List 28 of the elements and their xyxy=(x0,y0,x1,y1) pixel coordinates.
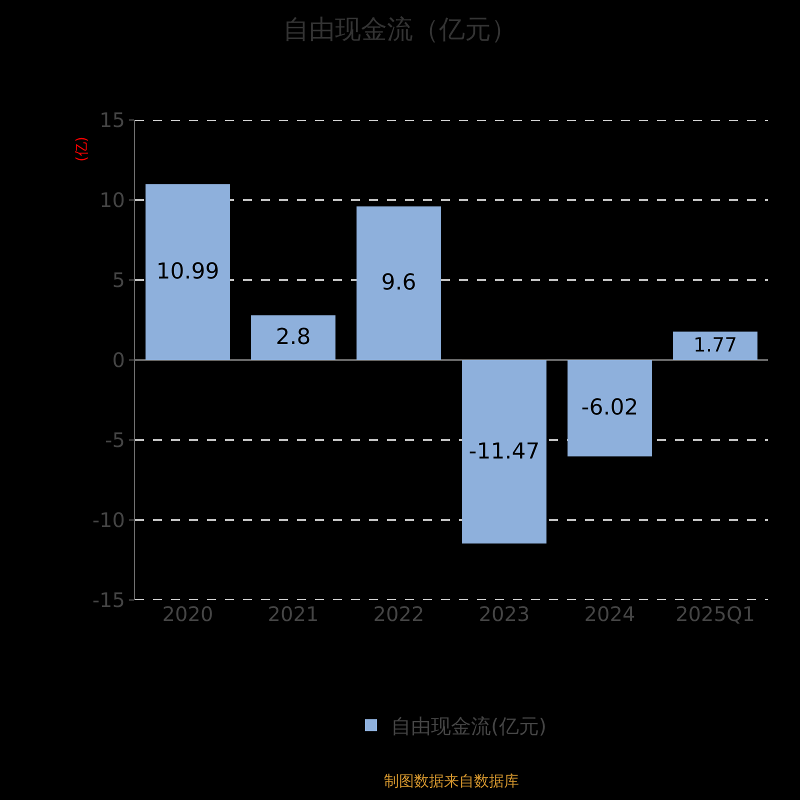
bar xyxy=(673,332,758,360)
y-tick-label: -10 xyxy=(92,508,125,532)
bar xyxy=(356,206,441,360)
x-tick-label: 2023 xyxy=(478,602,530,626)
bar xyxy=(462,360,546,544)
y-tick-label: 10 xyxy=(100,188,125,212)
bar xyxy=(146,184,230,360)
x-tick-label: 2020 xyxy=(162,602,214,626)
data-label: 1.77 xyxy=(693,334,738,357)
legend-label: 自由现金流(亿元) xyxy=(391,714,547,738)
data-label: 10.99 xyxy=(156,260,220,285)
y-tick-label: -5 xyxy=(105,428,125,452)
x-tick-label: 2022 xyxy=(373,602,424,626)
y-tick-label: 5 xyxy=(112,268,125,292)
text: 制图数据来自数据库 xyxy=(384,772,519,790)
x-tick-label: 2025Q1 xyxy=(676,602,755,626)
x-tick-label: 2021 xyxy=(268,602,319,626)
y-tick-label: 0 xyxy=(112,348,125,372)
y-tick-label: -15 xyxy=(92,588,125,612)
y-tick-label: 15 xyxy=(100,108,125,132)
bar xyxy=(251,315,336,360)
data-label: 9.6 xyxy=(381,270,416,296)
data-label: -6.02 xyxy=(581,396,638,421)
data-label: -11.47 xyxy=(468,439,540,464)
data-label: 2.8 xyxy=(276,325,311,350)
x-tick-label: 2024 xyxy=(584,602,636,626)
bar xyxy=(568,360,652,456)
y-axis-title: (亿) xyxy=(74,136,90,162)
